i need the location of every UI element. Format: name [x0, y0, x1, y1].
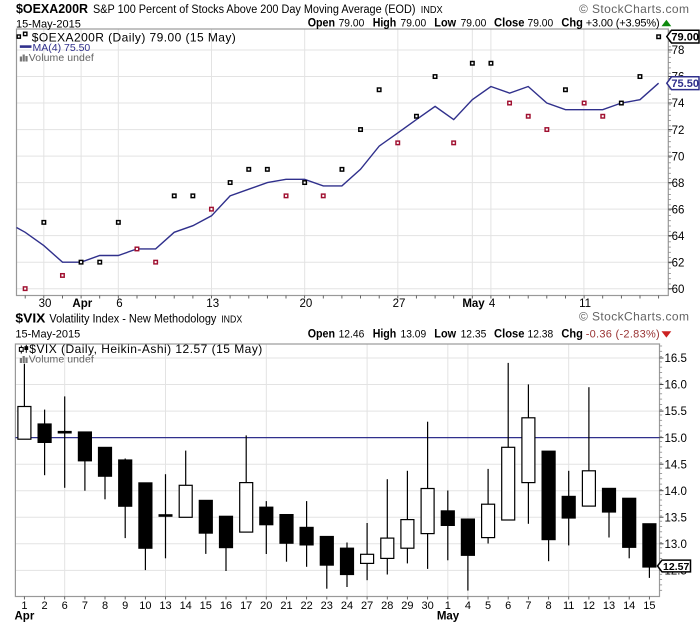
svg-text:$VIX (Daily, Heikin-Ashi) 12.5: $VIX (Daily, Heikin-Ashi) 12.57 (15 May) — [29, 342, 262, 356]
svg-text:14.5: 14.5 — [665, 459, 687, 471]
svg-text:$VIX: $VIX — [15, 311, 45, 326]
svg-text:13.5: 13.5 — [665, 513, 687, 525]
svg-text:15.0: 15.0 — [665, 433, 687, 445]
svg-text:20: 20 — [300, 298, 313, 310]
svg-text:S&P 100 Percent of Stocks Abov: S&P 100 Percent of Stocks Above 200 Day … — [93, 4, 416, 16]
svg-text:6: 6 — [116, 298, 122, 310]
svg-text:12.57: 12.57 — [663, 561, 689, 573]
svg-text:60: 60 — [672, 284, 685, 296]
svg-text:78: 78 — [672, 45, 685, 57]
svg-text:$OEXA200R (Daily) 79.00 (15 Ma: $OEXA200R (Daily) 79.00 (15 May) — [32, 31, 236, 45]
svg-text:9: 9 — [122, 600, 128, 612]
svg-text:7: 7 — [525, 600, 531, 612]
svg-text:16: 16 — [220, 600, 232, 612]
svg-text:Volume undef: Volume undef — [29, 354, 94, 366]
svg-text:Apr: Apr — [72, 298, 92, 310]
svg-text:7: 7 — [82, 600, 88, 612]
svg-text:1: 1 — [445, 600, 451, 612]
svg-text:29: 29 — [401, 600, 413, 612]
svg-text:6: 6 — [505, 600, 511, 612]
svg-text:8: 8 — [102, 600, 108, 612]
svg-text:© StockCharts.com: © StockCharts.com — [579, 310, 689, 324]
svg-text:21: 21 — [280, 600, 292, 612]
svg-text:68: 68 — [672, 178, 685, 190]
svg-text:14: 14 — [623, 600, 635, 612]
svg-text:2: 2 — [42, 600, 48, 612]
svg-text:10: 10 — [139, 600, 151, 612]
svg-text:27: 27 — [393, 298, 406, 310]
svg-text:Volatility Index - New Methodo: Volatility Index - New Methodology — [49, 314, 216, 326]
svg-text:15-May-2015: 15-May-2015 — [15, 328, 80, 340]
svg-text:13.0: 13.0 — [665, 539, 687, 551]
svg-text:INDX: INDX — [421, 4, 443, 16]
svg-text:6: 6 — [62, 600, 68, 612]
svg-text:64: 64 — [672, 231, 685, 243]
svg-text:11: 11 — [563, 600, 574, 612]
svg-text:62: 62 — [672, 257, 685, 269]
svg-text:8: 8 — [546, 600, 552, 612]
svg-text:22: 22 — [300, 600, 312, 612]
svg-text:15: 15 — [200, 600, 212, 612]
svg-text:Volume undef: Volume undef — [29, 52, 94, 64]
svg-text:12: 12 — [583, 600, 595, 612]
svg-text:16.0: 16.0 — [665, 380, 687, 392]
svg-text:MA(4) 75.50: MA(4) 75.50 — [33, 42, 91, 54]
svg-text:30: 30 — [421, 600, 433, 612]
svg-text:14: 14 — [180, 600, 192, 612]
svg-text:20: 20 — [260, 600, 272, 612]
svg-text:© StockCharts.com: © StockCharts.com — [579, 2, 689, 16]
svg-text:70: 70 — [672, 151, 685, 163]
svg-text:23: 23 — [321, 600, 333, 612]
svg-text:13: 13 — [603, 600, 615, 612]
svg-text:15: 15 — [643, 600, 655, 612]
svg-text:27: 27 — [361, 600, 373, 612]
svg-text:1: 1 — [21, 600, 27, 612]
svg-text:May: May — [437, 611, 460, 623]
svg-text:17: 17 — [240, 600, 252, 612]
svg-text:28: 28 — [381, 600, 393, 612]
svg-text:66: 66 — [672, 204, 685, 216]
svg-text:15.5: 15.5 — [665, 406, 687, 418]
svg-text:16.5: 16.5 — [665, 353, 687, 365]
svg-text:$OEXA200R: $OEXA200R — [16, 1, 89, 16]
svg-text:INDX: INDX — [221, 314, 242, 326]
svg-text:30: 30 — [39, 298, 52, 310]
svg-text:5: 5 — [485, 600, 491, 612]
svg-text:14.0: 14.0 — [665, 486, 687, 498]
svg-text:4: 4 — [465, 600, 471, 612]
svg-text:24: 24 — [341, 600, 353, 612]
svg-text:13: 13 — [159, 600, 171, 612]
svg-text:Apr: Apr — [14, 611, 34, 623]
svg-text:79.00: 79.00 — [671, 32, 699, 44]
svg-text:74: 74 — [672, 98, 685, 110]
svg-text:75.50: 75.50 — [671, 78, 699, 90]
svg-text:May: May — [462, 298, 485, 310]
svg-text:72: 72 — [672, 125, 685, 137]
svg-text:13: 13 — [206, 298, 219, 310]
svg-text:11: 11 — [579, 298, 591, 310]
svg-text:15-May-2015: 15-May-2015 — [16, 19, 81, 31]
svg-text:4: 4 — [489, 298, 496, 310]
